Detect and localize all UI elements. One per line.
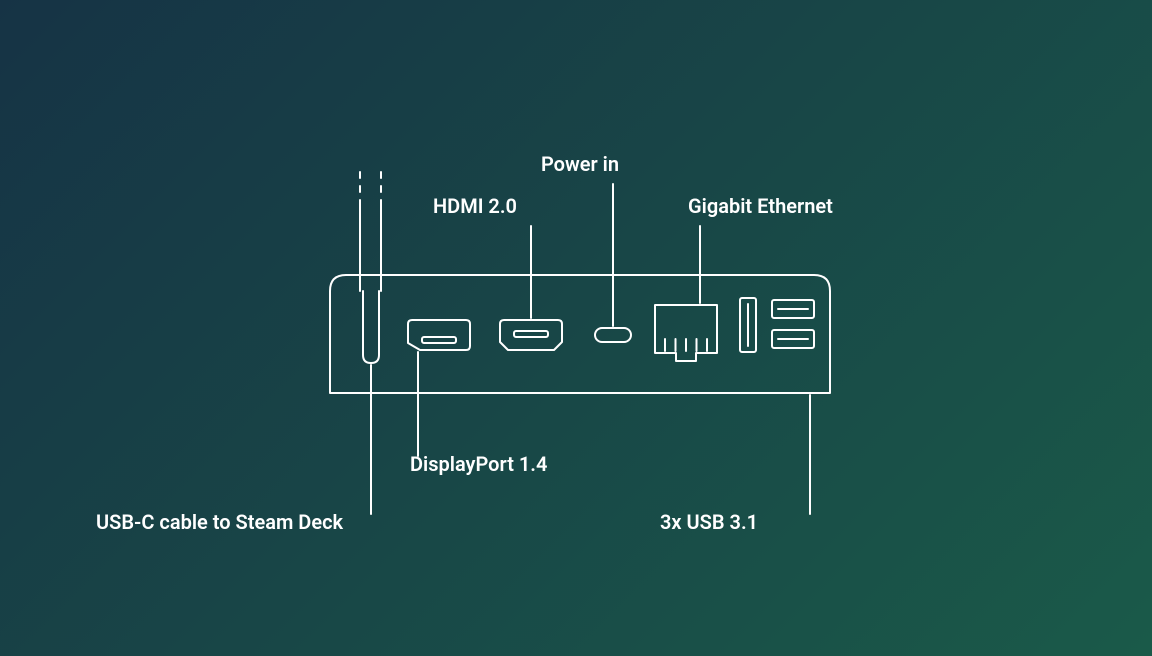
- label-ethernet: Gigabit Ethernet: [688, 194, 833, 218]
- label-usb_c_cable: USB-C cable to Steam Deck: [96, 510, 343, 534]
- dock-diagram-svg: [0, 0, 1152, 656]
- label-power_in: Power in: [541, 152, 619, 176]
- hdmi-icon: [500, 320, 562, 350]
- displayport-icon: [408, 320, 470, 350]
- usb-c-icon: [595, 328, 631, 342]
- dock-diagram: Power in HDMI 2.0 Gigabit Ethernet USB-C ca…: [0, 0, 1152, 656]
- label-displayport: DisplayPort 1.4: [410, 452, 547, 476]
- label-hdmi: HDMI 2.0: [433, 194, 517, 218]
- label-usb_a: 3x USB 3.1: [660, 510, 758, 534]
- ethernet-icon: [655, 305, 717, 361]
- cable-slot-icon: [363, 291, 379, 363]
